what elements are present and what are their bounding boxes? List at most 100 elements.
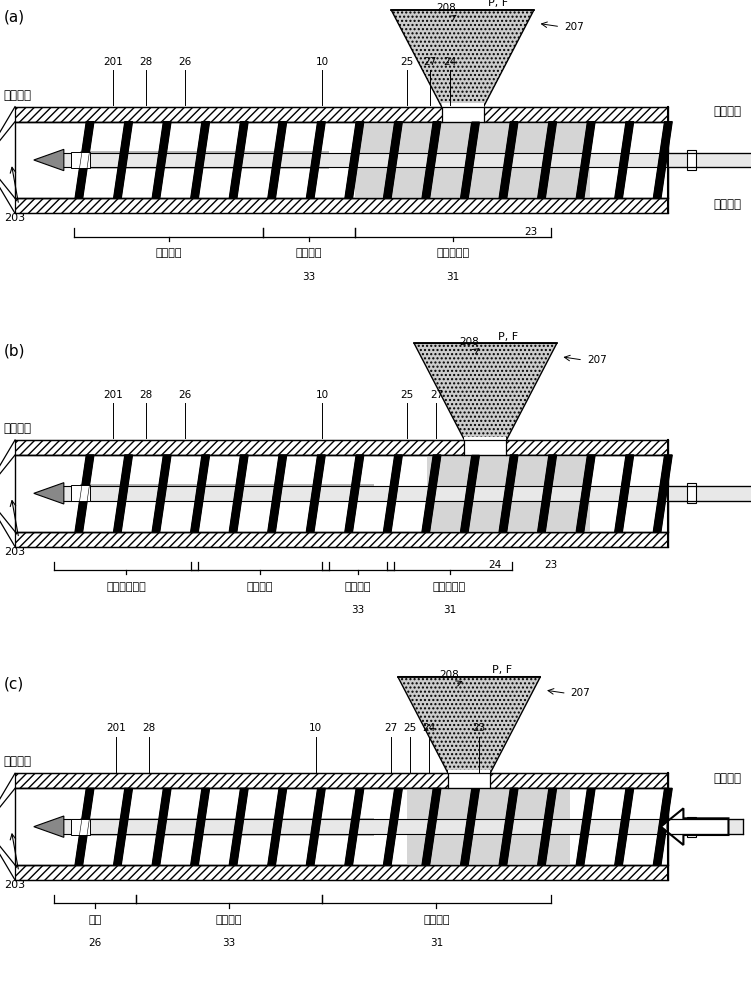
Polygon shape — [191, 122, 210, 198]
Polygon shape — [229, 122, 248, 198]
Polygon shape — [306, 455, 325, 532]
Text: 25: 25 — [404, 723, 417, 733]
Text: 注射结束: 注射结束 — [4, 755, 32, 768]
Text: 28: 28 — [139, 57, 152, 67]
Bar — [15, 198, 668, 213]
Polygon shape — [576, 122, 595, 198]
Polygon shape — [615, 788, 634, 865]
Polygon shape — [34, 483, 64, 504]
Text: 26: 26 — [89, 938, 101, 948]
Bar — [60, 819, 743, 834]
Text: 207: 207 — [564, 22, 584, 32]
Text: 27: 27 — [384, 723, 397, 733]
Text: 203: 203 — [4, 547, 25, 557]
Text: 螺杆前进: 螺杆前进 — [713, 772, 741, 785]
Bar — [71, 485, 90, 501]
Text: 24: 24 — [422, 723, 436, 733]
Bar — [71, 819, 90, 835]
Text: 207: 207 — [571, 688, 590, 698]
Polygon shape — [75, 455, 94, 532]
Bar — [15, 107, 668, 122]
Polygon shape — [653, 122, 672, 198]
Text: 23: 23 — [472, 723, 486, 733]
Bar — [687, 817, 696, 837]
Text: 31: 31 — [443, 605, 456, 615]
Bar — [80, 151, 329, 169]
Polygon shape — [34, 816, 64, 837]
Text: 螺杆后退: 螺杆后退 — [713, 198, 741, 212]
Text: 10: 10 — [315, 390, 329, 400]
Bar — [15, 773, 668, 788]
Bar — [442, 103, 484, 122]
Text: 207: 207 — [587, 355, 607, 365]
Text: 未熔融树脂: 未熔融树脂 — [433, 582, 466, 592]
Text: (b): (b) — [4, 343, 26, 358]
Polygon shape — [152, 455, 171, 532]
Polygon shape — [75, 122, 94, 198]
Polygon shape — [391, 10, 534, 107]
Polygon shape — [422, 455, 441, 532]
Text: 增塑开始: 增塑开始 — [4, 89, 32, 102]
Bar — [464, 437, 506, 455]
Text: 23: 23 — [544, 560, 557, 570]
Bar — [80, 484, 375, 502]
Text: 26: 26 — [178, 57, 192, 67]
Text: 纤维分散: 纤维分散 — [216, 915, 243, 925]
Bar — [354, 122, 590, 198]
Polygon shape — [229, 788, 248, 865]
Bar — [71, 152, 90, 168]
Text: 注射: 注射 — [89, 915, 101, 925]
Text: 31: 31 — [446, 272, 460, 282]
Polygon shape — [306, 788, 325, 865]
Polygon shape — [268, 455, 287, 532]
Polygon shape — [460, 788, 479, 865]
Polygon shape — [34, 149, 64, 171]
Text: 树脂熔融: 树脂熔融 — [424, 915, 450, 925]
Text: 208: 208 — [439, 670, 460, 680]
Polygon shape — [345, 788, 363, 865]
Polygon shape — [306, 122, 325, 198]
Text: 纤维分散: 纤维分散 — [155, 248, 182, 258]
Polygon shape — [414, 343, 556, 440]
Polygon shape — [345, 122, 363, 198]
Polygon shape — [499, 788, 518, 865]
Text: 28: 28 — [139, 390, 152, 400]
Polygon shape — [152, 122, 171, 198]
Polygon shape — [538, 122, 556, 198]
Text: 纤维分散结束: 纤维分散结束 — [106, 582, 146, 592]
Text: P, F: P, F — [488, 0, 508, 8]
Bar — [448, 770, 490, 788]
Bar — [60, 486, 751, 501]
Polygon shape — [113, 122, 132, 198]
Polygon shape — [460, 455, 479, 532]
Text: 10: 10 — [315, 57, 329, 67]
Polygon shape — [384, 122, 403, 198]
Bar — [15, 122, 668, 198]
Text: 26: 26 — [178, 390, 192, 400]
Polygon shape — [345, 455, 363, 532]
Bar — [15, 865, 668, 880]
Text: 未熔融树脂: 未熔融树脂 — [436, 248, 469, 258]
Polygon shape — [75, 788, 94, 865]
Text: 10: 10 — [309, 723, 322, 733]
Polygon shape — [615, 455, 634, 532]
Text: 203: 203 — [4, 213, 25, 223]
Polygon shape — [113, 455, 132, 532]
Polygon shape — [268, 122, 287, 198]
Bar — [15, 455, 668, 532]
Bar — [80, 818, 375, 836]
Text: 33: 33 — [222, 938, 236, 948]
Polygon shape — [229, 455, 248, 532]
Text: 树脂熔融: 树脂熔融 — [345, 582, 371, 592]
Text: (a): (a) — [4, 10, 25, 25]
Polygon shape — [398, 677, 541, 773]
Polygon shape — [113, 788, 132, 865]
Text: 201: 201 — [103, 390, 123, 400]
Polygon shape — [422, 122, 441, 198]
Text: 28: 28 — [143, 723, 155, 733]
Polygon shape — [384, 455, 403, 532]
Polygon shape — [191, 455, 210, 532]
Text: 25: 25 — [400, 57, 414, 67]
Text: 纤维分散: 纤维分散 — [247, 582, 273, 592]
Text: 24: 24 — [489, 560, 502, 570]
